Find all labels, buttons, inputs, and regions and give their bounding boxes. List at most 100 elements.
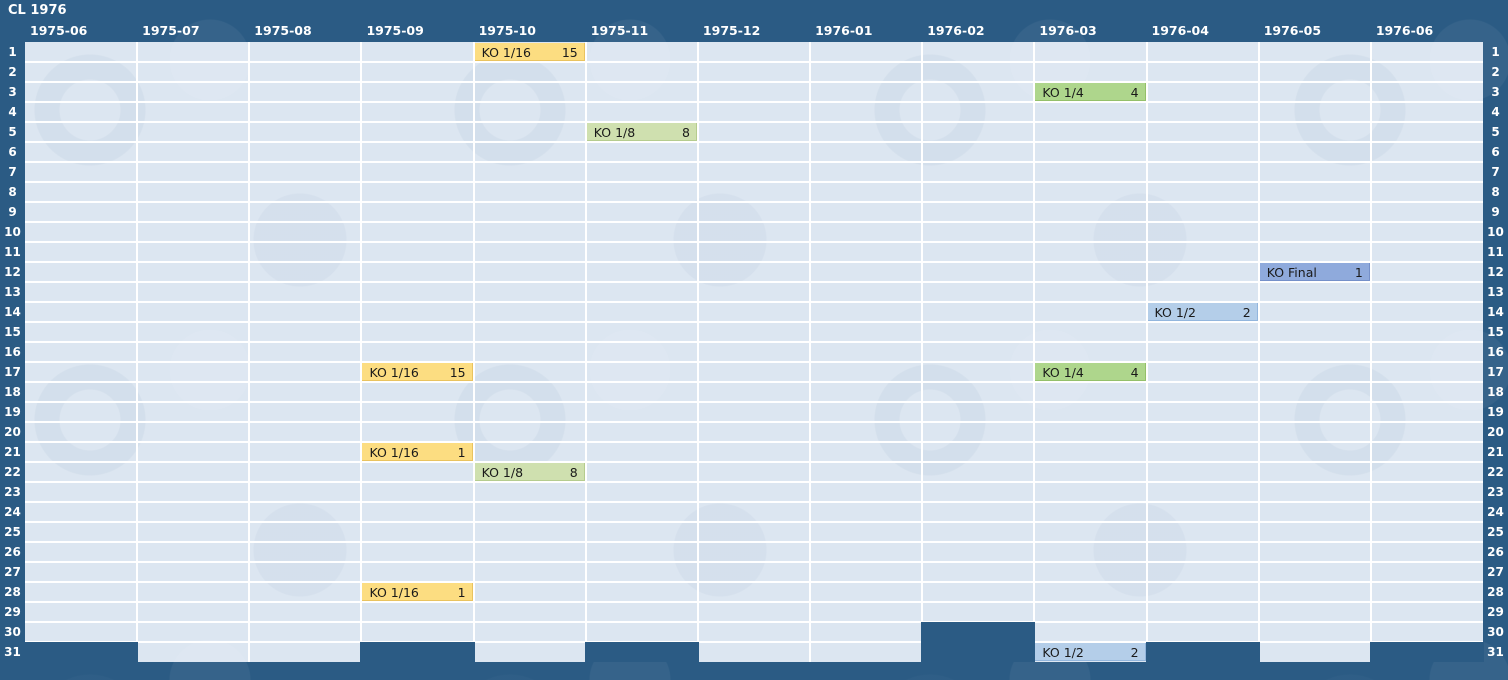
column-gridline [584,42,587,662]
day-number-right-4: 4 [1491,105,1500,119]
day-number-right-8: 8 [1491,185,1500,199]
month-label-1976-05: 1976-05 [1263,23,1322,38]
column-gridline [136,42,139,662]
month-label-1975-06: 1975-06 [30,23,88,38]
row-gridline [25,101,1483,103]
day-number-right-19: 19 [1487,405,1504,419]
day-number-right-26: 26 [1487,545,1504,559]
day-number-left-13: 13 [4,285,21,299]
event-bar-ko-1-4: KO 1/4 4 [1035,83,1146,101]
event-label: KO 1/8 [481,464,524,480]
day-number-right-15: 15 [1487,325,1504,339]
month-label-1976-02: 1976-02 [927,23,985,38]
day-number-right-9: 9 [1491,205,1500,219]
event-label: KO 1/16 [481,44,532,60]
event-label: KO 1/16 [369,444,419,460]
day-number-left-10: 10 [4,225,21,239]
day-number-left-1: 1 [8,45,17,59]
event-value: 15 [561,44,578,60]
row-gridline [25,181,1483,183]
day-number-left-3: 3 [8,85,17,99]
day-number-right-17: 17 [1487,365,1504,379]
month-label-1976-06: 1976-06 [1375,23,1434,38]
day-number-right-20: 20 [1487,425,1504,439]
event-value: 4 [1130,364,1139,380]
event-value: 15 [449,364,466,380]
row-gridline [25,141,1483,143]
row-gridline [25,541,1483,543]
day-number-left-5: 5 [8,125,17,139]
month-label-1975-07: 1975-07 [142,23,200,38]
event-bar-ko-1-16: KO 1/16 15 [362,363,473,381]
month-label-1975-08: 1975-08 [254,23,312,38]
day-number-left-8: 8 [8,185,17,199]
column-gridline [472,42,475,662]
month-label-1976-04: 1976-04 [1151,23,1209,38]
day-number-left-11: 11 [4,245,21,259]
empty-days-filler-1975-11 [584,642,699,662]
event-value: 8 [681,124,690,140]
day-number-left-2: 2 [8,65,17,79]
event-label: KO 1/16 [369,584,419,600]
empty-days-filler-1975-09 [360,642,475,662]
day-number-left-17: 17 [4,365,21,379]
row-gridline [25,321,1483,323]
event-bar-ko-1-8: KO 1/8 8 [474,463,585,481]
column-gridline [1033,42,1036,662]
day-number-left-7: 7 [8,165,17,179]
day-number-left-25: 25 [4,525,21,539]
row-gridline [25,201,1483,203]
row-gridline [25,521,1483,523]
day-number-right-5: 5 [1491,125,1500,139]
event-bar-ko-1-16: KO 1/16 1 [362,583,473,601]
month-label-1976-03: 1976-03 [1039,23,1097,38]
event-label: KO 1/4 [1042,364,1084,380]
day-number-left-12: 12 [4,265,21,279]
row-gridline [25,441,1483,443]
event-bar-ko-final: KO Final 1 [1259,263,1370,281]
event-value: 8 [569,464,578,480]
day-number-left-4: 4 [8,105,17,119]
empty-days-filler-1976-06 [1369,642,1484,662]
event-bar-ko-1-2: KO 1/2 2 [1147,303,1258,321]
day-number-left-21: 21 [4,445,21,459]
day-number-right-2: 2 [1491,65,1500,79]
row-gridline [25,421,1483,423]
month-label-1975-11: 1975-11 [590,23,649,38]
column-gridline [1369,42,1372,662]
calendar-grid [25,42,1483,662]
column-gridline [696,42,699,662]
row-gridline [25,261,1483,263]
row-gridline [25,301,1483,303]
event-label: KO 1/8 [593,124,636,140]
day-number-left-28: 28 [4,585,21,599]
row-gridline [25,561,1483,563]
row-gridline [25,401,1483,403]
column-gridline [1257,42,1260,662]
row-gridline [25,61,1483,63]
event-label: KO 1/4 [1042,84,1084,100]
day-number-right-7: 7 [1491,165,1500,179]
day-number-right-25: 25 [1487,525,1504,539]
month-label-1975-12: 1975-12 [702,23,761,38]
row-gridline [25,341,1483,343]
day-number-right-28: 28 [1487,585,1504,599]
event-label: KO 1/2 [1154,304,1196,320]
row-gridline [25,281,1483,283]
day-number-left-6: 6 [8,145,17,159]
day-number-right-23: 23 [1487,485,1504,499]
empty-days-filler-1976-04 [1145,642,1260,662]
day-number-left-24: 24 [4,505,21,519]
event-label: KO 1/2 [1042,644,1084,660]
event-label: KO Final [1266,264,1317,280]
day-number-right-6: 6 [1491,145,1500,159]
row-gridline [25,581,1483,583]
day-number-right-18: 18 [1487,385,1504,399]
day-number-right-12: 12 [1487,265,1504,279]
event-label: KO 1/16 [369,364,419,380]
day-number-left-19: 19 [4,405,21,419]
day-number-right-27: 27 [1487,565,1504,579]
day-number-left-20: 20 [4,425,21,439]
row-gridline [25,121,1483,123]
